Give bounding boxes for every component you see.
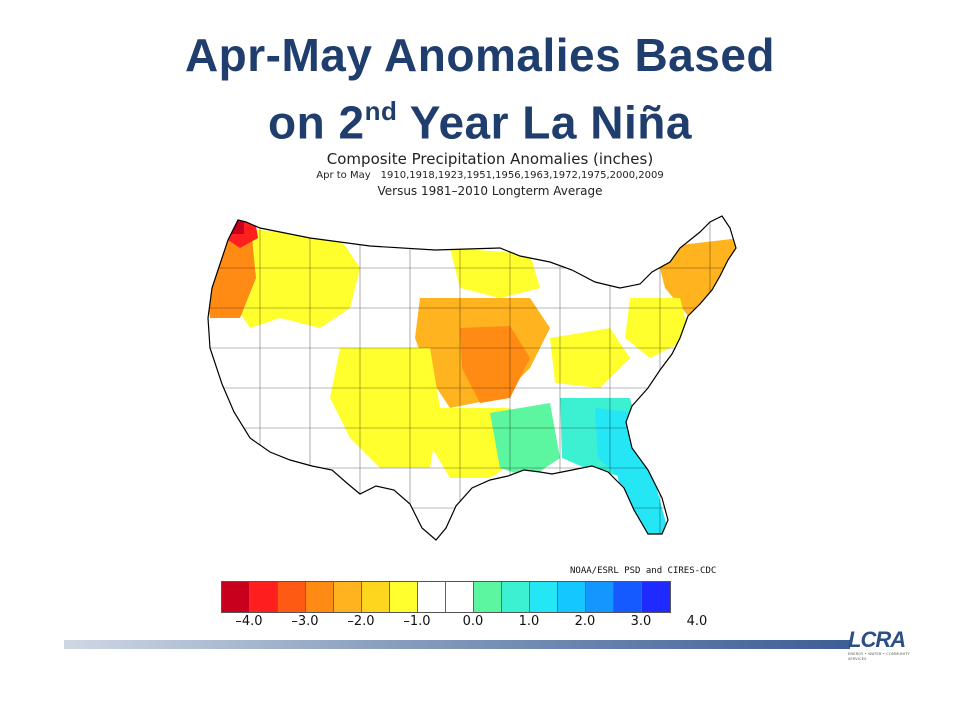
color-scale-cell bbox=[250, 582, 278, 612]
color-scale-cell bbox=[278, 582, 306, 612]
region-northern-plains bbox=[450, 248, 540, 298]
color-scale-label: 4.0 bbox=[686, 614, 708, 629]
color-scale-cell bbox=[362, 582, 390, 612]
color-scale-label: 0.0 bbox=[462, 614, 484, 629]
us-precip-anomaly-map bbox=[207, 215, 737, 541]
map-period: Apr to May bbox=[316, 170, 371, 181]
map-period-line: Apr to May 1910,1918,1923,1951,1956,1963,… bbox=[270, 169, 710, 183]
color-scale-label: –3.0 bbox=[291, 614, 319, 629]
title-line-1: Apr-May Anomalies Based bbox=[184, 29, 776, 81]
color-scale-cell bbox=[334, 582, 362, 612]
region-northeast-fringe bbox=[625, 298, 690, 358]
color-scale-cell bbox=[642, 582, 670, 612]
title-line-2-prefix: on 2 bbox=[268, 96, 365, 149]
color-scale-cell bbox=[586, 582, 614, 612]
map-title: Composite Precipitation Anomalies (inche… bbox=[326, 150, 654, 168]
map-baseline: Versus 1981–2010 Longterm Average bbox=[377, 184, 603, 198]
map-credit: NOAA/ESRL PSD and CIRES-CDC bbox=[570, 566, 717, 576]
color-scale-cell bbox=[614, 582, 642, 612]
color-scale-cell bbox=[418, 582, 446, 612]
color-scale-cell bbox=[558, 582, 586, 612]
map-title-block: Composite Precipitation Anomalies (inche… bbox=[270, 150, 710, 200]
map-years: 1910,1918,1923,1951,1956,1963,1972,1975,… bbox=[380, 170, 664, 181]
logo-mark: LCRA bbox=[848, 627, 906, 652]
region-southwest bbox=[330, 348, 440, 468]
lcra-logo: LCRA ENERGY • WATER • COMMUNITY SERVICES bbox=[848, 627, 918, 662]
color-scale-cell bbox=[502, 582, 530, 612]
color-scale-label: 2.0 bbox=[574, 614, 596, 629]
color-scale-cell bbox=[474, 582, 502, 612]
title-line-2: on 2nd Year La Niña bbox=[0, 84, 960, 151]
logo-tagline: ENERGY • WATER • COMMUNITY SERVICES bbox=[848, 652, 910, 661]
anomaly-fill-layer bbox=[208, 216, 736, 540]
region-central-plains-core bbox=[460, 326, 530, 403]
color-scale-cell bbox=[530, 582, 558, 612]
footer-bar bbox=[64, 640, 850, 649]
color-scale-cell bbox=[222, 582, 250, 612]
color-scale-bar bbox=[221, 581, 671, 613]
title-line-2-suffix: Year La Niña bbox=[397, 96, 692, 149]
color-scale-cell bbox=[306, 582, 334, 612]
slide-title: Apr-May Anomalies Based on 2nd Year La N… bbox=[0, 26, 960, 151]
color-scale-label: –1.0 bbox=[403, 614, 431, 629]
region-northwest-interior bbox=[230, 228, 360, 328]
color-scale-label: 1.0 bbox=[518, 614, 540, 629]
color-scale-cell bbox=[446, 582, 474, 612]
color-scale-label: –2.0 bbox=[347, 614, 375, 629]
color-scale-label: 3.0 bbox=[630, 614, 652, 629]
color-scale-cell bbox=[390, 582, 418, 612]
region-lower-mississippi bbox=[490, 403, 560, 478]
color-scale-label: –4.0 bbox=[235, 614, 263, 629]
title-superscript: nd bbox=[364, 96, 398, 126]
